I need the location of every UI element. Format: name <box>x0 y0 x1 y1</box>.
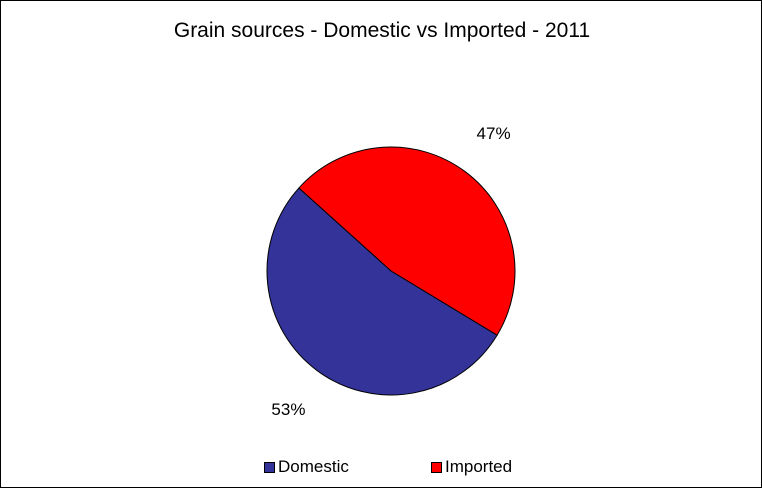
legend-swatch-imported <box>431 461 442 473</box>
data-label-domestic: 53% <box>271 400 305 419</box>
legend-label-domestic: Domestic <box>278 457 349 476</box>
chart-title: Grain sources - Domestic vs Imported - 2… <box>173 19 591 42</box>
legend-swatch-domestic <box>264 461 275 473</box>
pie-slice-domestic <box>266 187 498 396</box>
data-label-imported: 47% <box>477 124 511 143</box>
legend-item-imported: Imported <box>431 457 512 477</box>
legend-item-domestic: Domestic <box>264 457 349 477</box>
legend: Domestic Imported <box>1 457 762 481</box>
pie-slice-imported <box>298 146 516 336</box>
legend-label-imported: Imported <box>445 457 513 476</box>
